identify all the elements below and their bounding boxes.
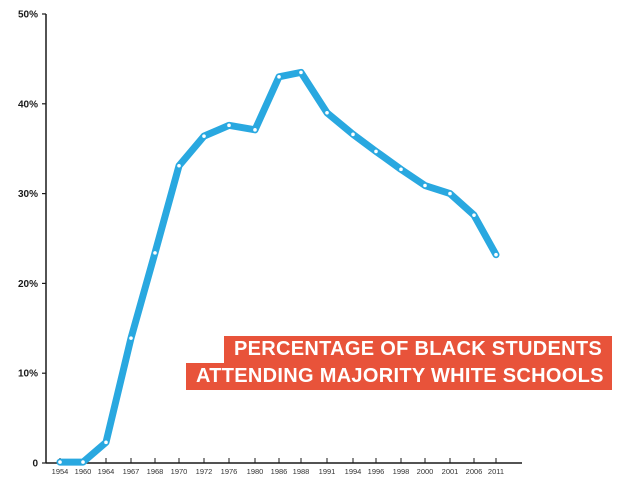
- data-point: [448, 191, 452, 196]
- x-tick-label: 1972: [196, 467, 213, 476]
- y-tick-label: 40%: [18, 99, 38, 110]
- x-tick-label: 1996: [368, 467, 385, 476]
- x-tick-label: 1988: [293, 467, 310, 476]
- x-ticks: 1954 1960 1964 1967 1968 1970 1972 1976 1980 1986…: [52, 458, 504, 476]
- x-tick-label: 2011: [488, 467, 504, 476]
- x-tick-label: 2000: [417, 467, 434, 476]
- x-tick-label: 1976: [221, 467, 238, 476]
- data-point: [81, 460, 85, 464]
- data-point: [472, 213, 476, 217]
- x-tick-label: 1968: [147, 467, 164, 476]
- data-point: [494, 252, 498, 257]
- y-ticks: 0 10% 20% 30% 40% 50%: [18, 10, 46, 470]
- x-tick-label: 1991: [319, 467, 336, 476]
- y-tick-label: 10%: [18, 369, 38, 380]
- y-tick-label: 20%: [18, 279, 38, 290]
- x-tick-label: 1986: [271, 467, 288, 476]
- data-point: [58, 460, 62, 464]
- chart-title-line-2: ATTENDING MAJORITY WHITE SCHOOLS: [186, 363, 612, 390]
- x-tick-label: 1994: [345, 467, 362, 476]
- data-point: [423, 183, 427, 188]
- x-tick-label: 1980: [247, 467, 264, 476]
- data-point: [277, 75, 281, 79]
- x-tick-label: 2006: [466, 467, 483, 476]
- data-point: [177, 163, 181, 168]
- x-tick-label: 1970: [171, 467, 188, 476]
- data-point: [351, 132, 355, 137]
- data-point: [299, 70, 303, 75]
- data-point: [129, 336, 133, 340]
- y-tick-label: 30%: [18, 189, 38, 200]
- y-tick-label: 50%: [18, 10, 38, 21]
- data-point: [374, 149, 378, 154]
- x-tick-label: 2001: [442, 467, 459, 476]
- x-tick-label: 1964: [98, 467, 115, 476]
- x-tick-label: 1954: [52, 467, 69, 476]
- data-point: [153, 251, 157, 255]
- x-tick-label: 1967: [123, 467, 140, 476]
- y-tick-label: 0: [32, 459, 38, 470]
- data-point: [325, 110, 329, 115]
- axes: [45, 14, 522, 464]
- data-point: [227, 123, 231, 128]
- x-tick-label: 1960: [75, 467, 92, 476]
- series-line: [56, 68, 500, 466]
- data-points: [58, 70, 498, 464]
- data-point: [399, 167, 403, 172]
- chart-title-line-1: PERCENTAGE OF BLACK STUDENTS: [223, 336, 612, 363]
- data-point: [104, 440, 108, 445]
- data-point: [253, 128, 257, 132]
- chart-title: PERCENTAGE OF BLACK STUDENTS ATTENDING M…: [186, 336, 612, 390]
- data-point: [202, 134, 206, 138]
- x-tick-label: 1998: [393, 467, 410, 476]
